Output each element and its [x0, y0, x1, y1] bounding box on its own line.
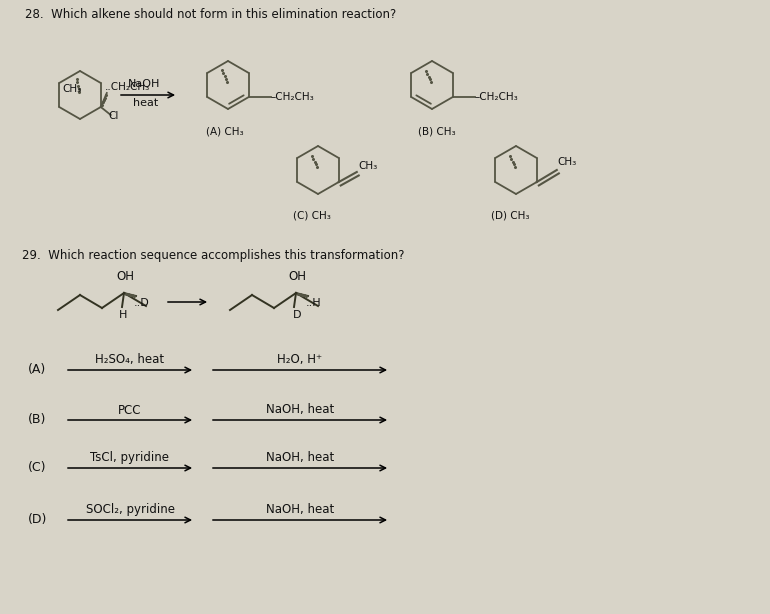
- Text: ..H: ..H: [306, 298, 322, 308]
- Text: (A): (A): [28, 363, 46, 376]
- Text: (A) CH₃: (A) CH₃: [206, 126, 243, 136]
- Text: (D): (D): [28, 513, 48, 526]
- Text: heat: heat: [133, 98, 159, 108]
- Text: 29.  Which reaction sequence accomplishes this transformation?: 29. Which reaction sequence accomplishes…: [22, 249, 404, 262]
- Text: NaOH, heat: NaOH, heat: [266, 451, 334, 465]
- Text: OH: OH: [116, 271, 134, 284]
- Text: CH₃: CH₃: [62, 84, 82, 94]
- Text: CH₃: CH₃: [557, 157, 577, 167]
- Text: (C) CH₃: (C) CH₃: [293, 211, 331, 221]
- Text: H: H: [119, 310, 127, 320]
- Text: TsCl, pyridine: TsCl, pyridine: [91, 451, 169, 465]
- Text: –CH₂CH₃: –CH₂CH₃: [271, 92, 314, 102]
- Text: CH₃: CH₃: [359, 161, 378, 171]
- Text: ..D: ..D: [134, 298, 149, 308]
- Text: NaOH: NaOH: [128, 79, 160, 89]
- Text: (B) CH₃: (B) CH₃: [418, 126, 456, 136]
- Text: H₂SO₄, heat: H₂SO₄, heat: [95, 354, 165, 367]
- Text: NaOH, heat: NaOH, heat: [266, 503, 334, 516]
- Text: PCC: PCC: [119, 403, 142, 416]
- Text: NaOH, heat: NaOH, heat: [266, 403, 334, 416]
- Text: CI: CI: [109, 111, 119, 121]
- Text: OH: OH: [288, 271, 306, 284]
- Text: SOCl₂, pyridine: SOCl₂, pyridine: [85, 503, 175, 516]
- Text: 28.  Which alkene should not form in this elimination reaction?: 28. Which alkene should not form in this…: [25, 7, 397, 20]
- Text: –CH₂CH₃: –CH₂CH₃: [475, 92, 518, 102]
- Text: (D) CH₃: (D) CH₃: [491, 211, 530, 221]
- Text: (B): (B): [28, 413, 46, 427]
- Text: D: D: [293, 310, 302, 320]
- Text: H₂O, H⁺: H₂O, H⁺: [277, 354, 323, 367]
- Text: ..CH₂CH₃: ..CH₂CH₃: [105, 82, 150, 92]
- Text: (C): (C): [28, 462, 46, 475]
